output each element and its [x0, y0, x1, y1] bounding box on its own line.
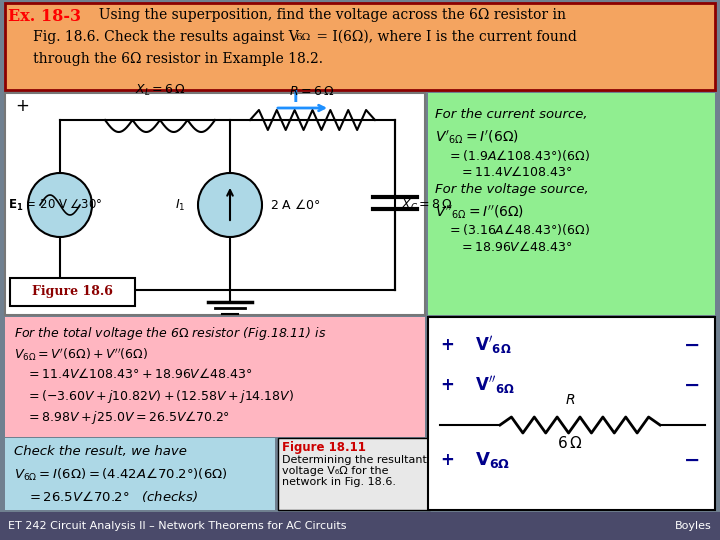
Bar: [0, 512, 720, 540]
Text: $= (-3.60V + j10.82V) + (12.58V + j14.18V)$: $= (-3.60V + j10.82V) + (12.58V + j14.18…: [14, 388, 294, 405]
Bar: [5, 3, 715, 90]
Text: $= 11.4V\angle108.43° + 18.96V\angle48.43°$: $= 11.4V\angle108.43° + 18.96V\angle48.4…: [14, 367, 253, 381]
Text: −: −: [683, 375, 700, 395]
Text: For the current source,: For the current source,: [435, 108, 588, 121]
Bar: [5, 317, 425, 437]
Text: $\mathbf{V_{6\Omega}}$: $\mathbf{V_{6\Omega}}$: [475, 450, 510, 470]
Bar: [278, 438, 430, 510]
Text: Boyles: Boyles: [675, 521, 712, 531]
Text: $X_L = 6\,\Omega$: $X_L = 6\,\Omega$: [135, 83, 185, 98]
Circle shape: [28, 173, 92, 237]
Text: $= (1.9A\angle108.43°)(6\Omega)$: $= (1.9A\angle108.43°)(6\Omega)$: [435, 148, 590, 163]
Text: $I_1$: $I_1$: [175, 198, 186, 213]
Circle shape: [198, 173, 262, 237]
Text: $R = 6\,\Omega$: $R = 6\,\Omega$: [289, 85, 335, 98]
Text: −: −: [15, 285, 32, 304]
Text: $V'_{6\Omega} = I'(6\Omega)$: $V'_{6\Omega} = I'(6\Omega)$: [435, 128, 519, 146]
Text: $= 18.96V\angle48.43°$: $= 18.96V\angle48.43°$: [435, 240, 572, 254]
Text: −: −: [683, 450, 700, 469]
Text: 2 A $\angle$0°: 2 A $\angle$0°: [270, 198, 320, 212]
Text: +: +: [440, 376, 454, 394]
Text: Figure 18.11: Figure 18.11: [282, 441, 366, 454]
Text: R: R: [565, 393, 575, 407]
Bar: [428, 317, 715, 510]
Text: $6\,\Omega$: $6\,\Omega$: [557, 435, 582, 451]
Text: Ex. 18-3: Ex. 18-3: [8, 8, 81, 25]
Bar: [10, 278, 135, 306]
Text: +: +: [15, 97, 29, 115]
Text: network in Fig. 18.6.: network in Fig. 18.6.: [282, 477, 396, 487]
Text: For the total voltage the 6$\Omega$ resistor (Fig.18.11) is: For the total voltage the 6$\Omega$ resi…: [14, 325, 326, 342]
Text: +: +: [440, 451, 454, 469]
Text: ET 242 Circuit Analysis II – Network Theorems for AC Circuits: ET 242 Circuit Analysis II – Network The…: [8, 521, 346, 531]
Text: $\mathbf{E_1}$ = 20 V $\angle$30°: $\mathbf{E_1}$ = 20 V $\angle$30°: [8, 198, 102, 213]
Text: $\mathbf{V'_{6\Omega}}$: $\mathbf{V'_{6\Omega}}$: [475, 334, 511, 356]
Text: voltage V₆Ω for the: voltage V₆Ω for the: [282, 466, 389, 476]
Text: Determining the resultant: Determining the resultant: [282, 455, 427, 465]
Text: −: −: [683, 335, 700, 354]
Text: $V''_{6\Omega} = I''(6\Omega)$: $V''_{6\Omega} = I''(6\Omega)$: [435, 203, 524, 221]
Text: through the 6Ω resistor in Example 18.2.: through the 6Ω resistor in Example 18.2.: [20, 52, 323, 66]
Text: $V_{6\Omega} = V'(6\Omega) + V''(6\Omega)$: $V_{6\Omega} = V'(6\Omega) + V''(6\Omega…: [14, 346, 148, 362]
Bar: [5, 93, 425, 315]
Text: $= 11.4V\angle108.43°$: $= 11.4V\angle108.43°$: [435, 165, 572, 179]
Text: $\mathbf{V''_{6\Omega}}$: $\mathbf{V''_{6\Omega}}$: [475, 374, 515, 396]
Text: $= 26.5V\angle70.2°$   (checks): $= 26.5V\angle70.2°$ (checks): [14, 489, 198, 504]
Text: $X_C = 8\,\Omega$: $X_C = 8\,\Omega$: [401, 198, 453, 213]
Bar: [5, 438, 275, 510]
Text: = I(6Ω), where I is the current found: = I(6Ω), where I is the current found: [312, 30, 577, 44]
Text: Fig. 18.6. Check the results against V: Fig. 18.6. Check the results against V: [20, 30, 299, 44]
Text: Figure 18.6: Figure 18.6: [32, 286, 112, 299]
Text: $V_{6\Omega} = I(6\Omega) = (4.42A\angle70.2°)(6\Omega)$: $V_{6\Omega} = I(6\Omega) = (4.42A\angle…: [14, 467, 228, 483]
Text: I: I: [292, 90, 298, 105]
Text: +: +: [440, 336, 454, 354]
Text: $= (3.16A\angle48.43°)(6\Omega)$: $= (3.16A\angle48.43°)(6\Omega)$: [435, 222, 590, 237]
Text: Using the superposition, find the voltage across the 6Ω resistor in: Using the superposition, find the voltag…: [90, 8, 566, 22]
Text: For the voltage source,: For the voltage source,: [435, 183, 589, 196]
Text: $= 8.98V + j25.0V = 26.5V\angle70.2°$: $= 8.98V + j25.0V = 26.5V\angle70.2°$: [14, 409, 230, 426]
Text: Check the result, we have: Check the result, we have: [14, 445, 187, 458]
Text: 6Ω: 6Ω: [295, 33, 310, 42]
Bar: [428, 93, 715, 315]
